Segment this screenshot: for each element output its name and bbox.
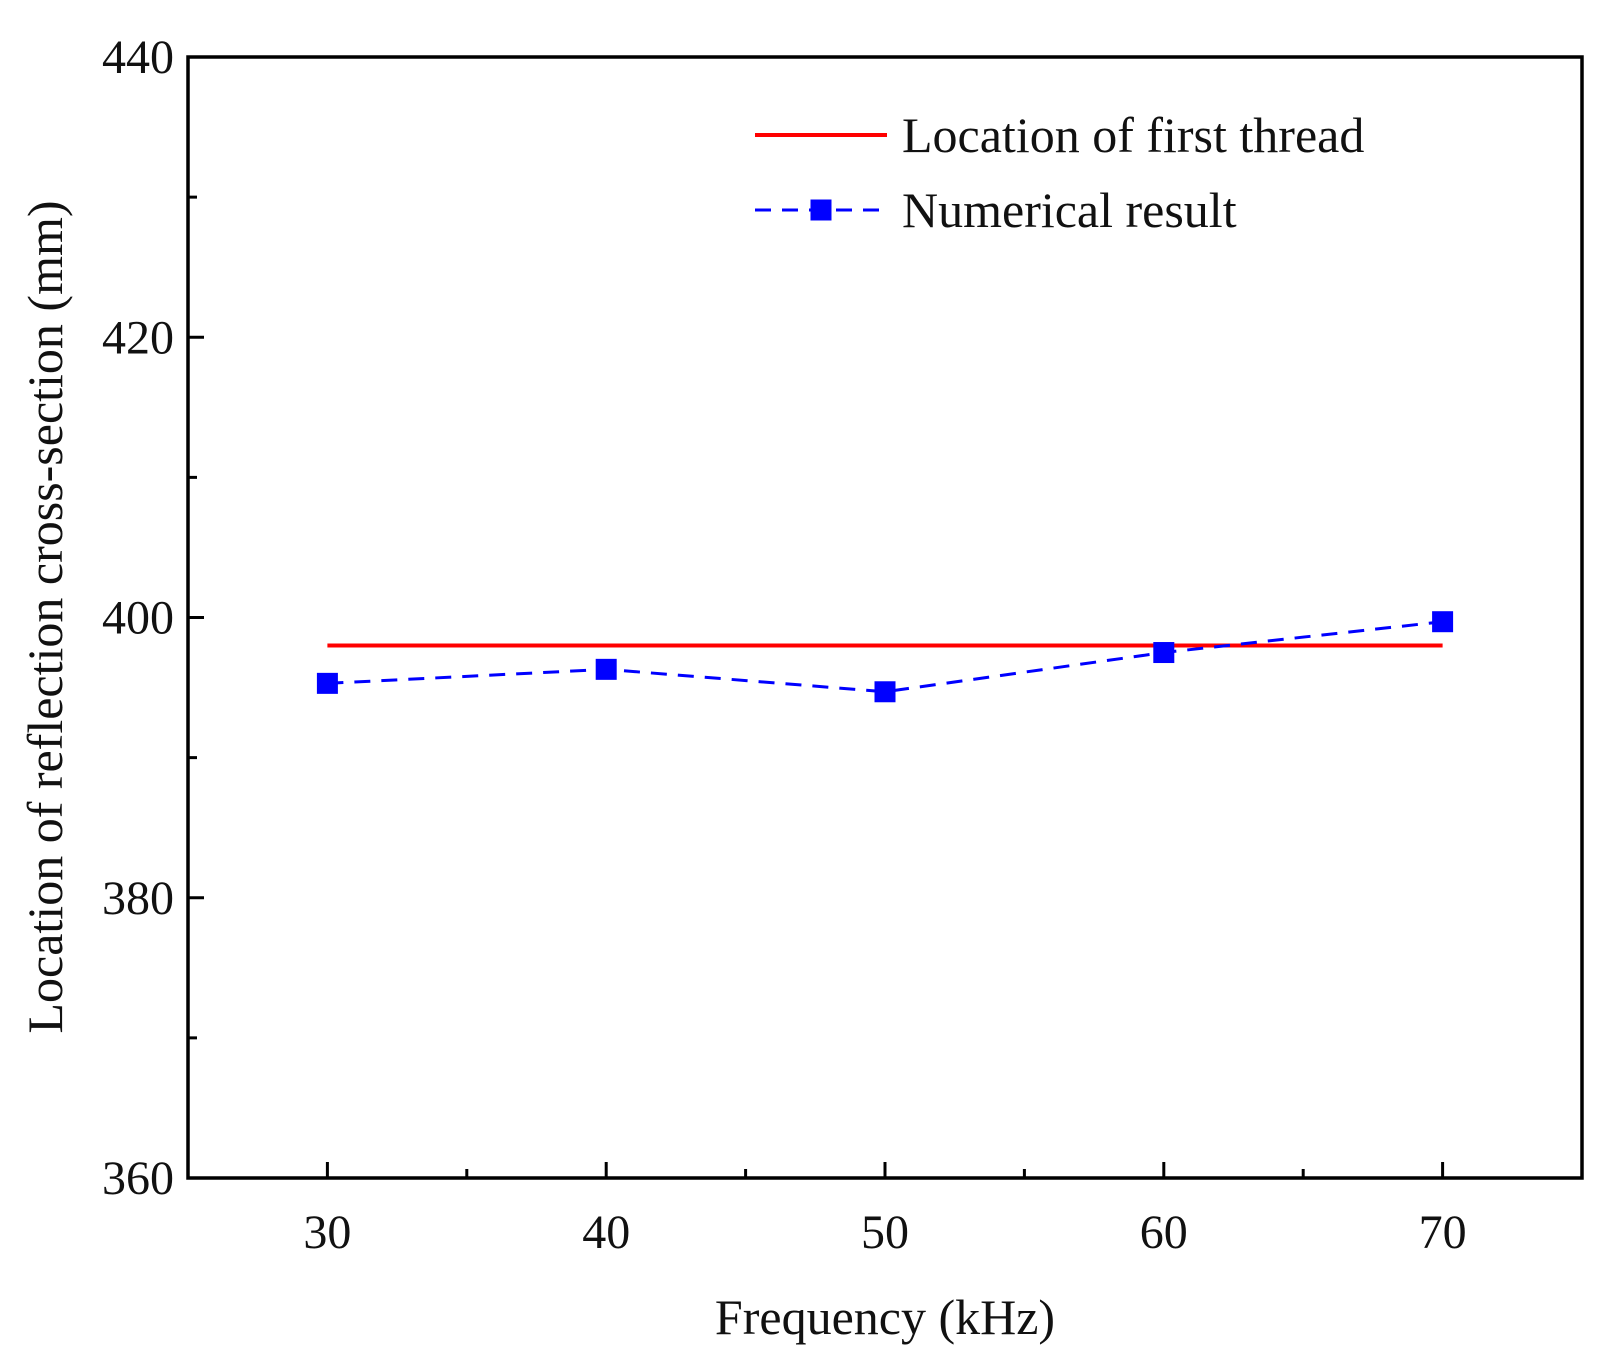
data-point-marker [595, 658, 617, 680]
legend: Location of first thread Numerical result [755, 107, 1364, 238]
data-point-marker [1432, 611, 1454, 633]
x-tick-label: 50 [861, 1206, 909, 1259]
legend-marker [810, 199, 832, 221]
x-tick-label: 30 [303, 1206, 351, 1259]
x-axis-title: Frequency (kHz) [715, 1289, 1055, 1345]
x-tick-label: 60 [1140, 1206, 1188, 1259]
y-tick-label: 440 [102, 31, 174, 84]
y-axis-title: Location of reflection cross-section (mm… [17, 200, 73, 1033]
data-point-marker [874, 681, 896, 703]
legend-label: Numerical result [902, 182, 1237, 238]
data-point-marker [316, 672, 338, 694]
x-tick-label: 70 [1419, 1206, 1467, 1259]
plot-series [316, 611, 1454, 703]
data-point-marker [1153, 642, 1175, 664]
series-line-1 [327, 620, 1443, 694]
legend-label: Location of first thread [902, 107, 1364, 163]
y-tick-label: 360 [102, 1152, 174, 1205]
x-tick-label: 40 [582, 1206, 630, 1259]
plot-frame [186, 55, 1584, 1180]
y-tick-label: 380 [102, 872, 174, 925]
axis-tick-labels: 30 40 50 60 70 360 380 400 420 440 [102, 31, 1467, 1259]
y-tick-label: 420 [102, 311, 174, 364]
axis-ticks [188, 55, 1445, 1180]
y-tick-label: 400 [102, 592, 174, 645]
